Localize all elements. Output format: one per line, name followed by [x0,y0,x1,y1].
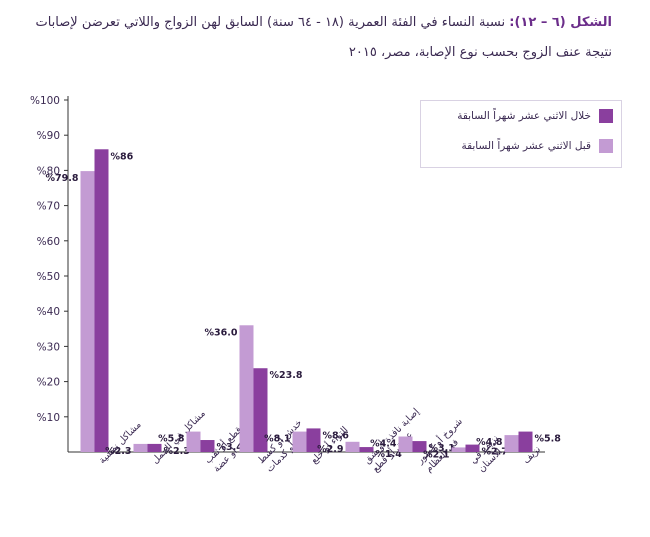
data-label-current: %1.4 [376,449,403,460]
bar-previous [398,436,413,452]
y-tick-label: %10 [37,412,60,424]
bar-current [518,431,533,452]
data-label-previous: %36.0 [205,327,238,338]
chart-title-block: الشكل (٦ – ١٢): نسبة النساء في الفئة الع… [32,8,612,68]
title-text-line2: نتيجة عنف الزوج بحسب نوع الإصابة، مصر، ٢… [348,45,612,60]
bar-previous [80,171,95,452]
y-tick-label: %80 [37,165,60,177]
data-label-previous: %5.8 [158,434,185,445]
data-label-current: %8.6 [323,430,350,441]
data-label-previous: %2.1 [423,449,449,460]
bar-previous [186,431,201,452]
y-tick-label: %60 [37,236,60,248]
data-label-current: %5.8 [535,434,562,445]
data-label-previous: %2.9 [317,444,343,455]
data-label-current: %2.3 [164,446,190,457]
data-label-current: %23.8 [270,370,303,381]
y-tick-label: %70 [37,201,60,213]
data-label-previous: %79.8 [46,173,79,184]
bar-previous [451,447,466,452]
bar-current [306,428,321,452]
y-tick-label: %20 [37,377,60,389]
y-tick-label: %50 [37,271,60,283]
y-tick-label: %30 [37,341,60,353]
bar-current [253,368,268,452]
data-label-current: %86 [111,151,134,162]
y-tick-label: %90 [37,130,60,142]
bar-current [412,441,427,452]
y-tick-label: %40 [37,306,60,318]
legend-item-current: خلال الاثني عشر شهراً السابقة [421,101,621,131]
bar-previous [292,431,307,452]
data-label-current: %3.1 [429,443,455,454]
data-label-previous: %4.4 [370,439,397,450]
bar-current [465,444,480,452]
data-label-previous: %4.8 [476,437,503,448]
figure-label: الشكل (٦ – ١٢): [509,15,612,30]
data-label-previous: %2.3 [105,446,131,457]
title-text-line1: نسبة النساء في الفئة العمرية (١٨ - ٦٤ سن… [35,15,506,30]
legend-label-previous: قبل الاثني عشر شهراً السابقة [461,140,591,152]
bar-previous [504,435,519,452]
bar-previous [133,443,148,452]
chart-legend: خلال الاثني عشر شهراً السابقة قبل الاثني… [420,100,622,168]
legend-swatch-previous [599,139,613,153]
data-label-current: %3.4 [217,442,244,453]
bar-current [359,447,374,452]
bar-current [200,440,215,452]
data-label-current: %2.7 [482,447,508,458]
data-label-previous: %8.1 [264,434,290,445]
chart-title-line1: الشكل (٦ – ١٢): نسبة النساء في الفئة الع… [32,8,612,38]
legend-label-current: خلال الاثني عشر شهراً السابقة [457,110,591,122]
bar-current [94,149,109,452]
y-tick-label: %100 [30,95,60,107]
legend-swatch-current [599,109,613,123]
bar-previous [345,441,360,452]
bar-previous [239,325,254,452]
bar-current [147,443,162,452]
legend-item-previous: قبل الاثني عشر شهراً السابقة [421,131,621,161]
